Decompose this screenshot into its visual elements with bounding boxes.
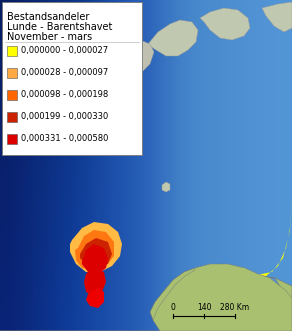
Polygon shape [84, 268, 106, 296]
Text: Lunde - Barentshavet: Lunde - Barentshavet [7, 22, 112, 32]
Polygon shape [0, 266, 292, 331]
Polygon shape [82, 244, 108, 274]
Text: 0,000000 - 0,000027: 0,000000 - 0,000027 [21, 46, 108, 56]
Polygon shape [148, 20, 198, 56]
Bar [7, 68, 17, 78]
Text: 0: 0 [171, 303, 175, 312]
Polygon shape [162, 182, 170, 192]
Bar [7, 134, 17, 144]
Polygon shape [70, 222, 122, 272]
Polygon shape [75, 230, 114, 270]
Polygon shape [80, 238, 112, 268]
Polygon shape [102, 5, 292, 318]
Text: 0,000331 - 0,000580: 0,000331 - 0,000580 [21, 134, 108, 144]
Bar [2, 2, 142, 155]
Polygon shape [106, 40, 154, 100]
Polygon shape [153, 264, 292, 331]
Text: 140: 140 [197, 303, 211, 312]
Bar [7, 112, 17, 122]
Bar [7, 90, 17, 100]
Polygon shape [262, 2, 292, 32]
Text: 0,000098 - 0,000198: 0,000098 - 0,000198 [21, 90, 108, 100]
Polygon shape [107, 88, 130, 116]
Text: November - mars: November - mars [7, 32, 92, 42]
Polygon shape [200, 8, 250, 40]
Text: 0,000199 - 0,000330: 0,000199 - 0,000330 [21, 113, 108, 121]
Text: 280 Km: 280 Km [220, 303, 250, 312]
Text: Bestandsandeler: Bestandsandeler [7, 12, 89, 22]
Bar [7, 46, 17, 56]
Text: 0,000028 - 0,000097: 0,000028 - 0,000097 [21, 69, 108, 77]
Polygon shape [86, 288, 104, 308]
